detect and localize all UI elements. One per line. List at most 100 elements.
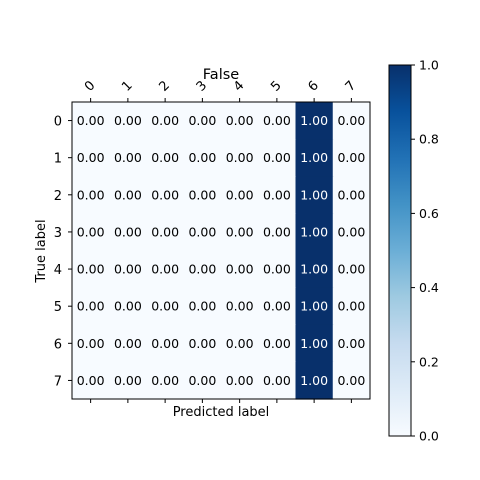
heatmap-cell xyxy=(109,213,148,252)
heatmap-cell xyxy=(183,176,222,214)
cell-value-label: 0.00 xyxy=(77,224,105,239)
heatmap-cell xyxy=(295,250,334,289)
cell-value-label: 0.00 xyxy=(114,224,142,239)
cell-value-label: 0.00 xyxy=(151,187,179,202)
cell-value-label: 0.00 xyxy=(114,187,142,202)
heatmap-cell xyxy=(258,287,297,326)
colorbar-tick-label: 0.8 xyxy=(419,132,439,147)
cell-value-label: 0.00 xyxy=(188,373,216,388)
heatmap-cell xyxy=(295,139,334,177)
y-axis-ticks: 0 1 2 3 4 5 6 7 xyxy=(54,115,72,389)
cell-value-label: 0.00 xyxy=(188,187,216,202)
heatmap-cell xyxy=(183,361,222,400)
cell-value-label: 0.00 xyxy=(226,187,254,202)
cell-value-label: 0.00 xyxy=(188,262,216,277)
heatmap-cell xyxy=(258,250,297,289)
heatmap-cell xyxy=(332,324,371,363)
heatmap-cell xyxy=(146,361,185,400)
x-axis-label: Predicted label xyxy=(173,405,270,420)
cell-value-label: 0.00 xyxy=(77,299,105,314)
heatmap-cell xyxy=(295,324,334,363)
x-tick-label: 4 xyxy=(231,78,247,94)
cell-value-label: 1.00 xyxy=(300,187,328,202)
cell-value-label: 0.00 xyxy=(114,373,142,388)
heatmap-cell xyxy=(221,361,259,400)
colorbar-tick-label: 0.2 xyxy=(419,354,439,369)
heatmap-cell xyxy=(295,287,334,326)
heatmap-cell xyxy=(295,361,334,400)
heatmap-cell xyxy=(332,176,371,214)
cell-value-label: 0.00 xyxy=(114,336,142,351)
heatmap-cell xyxy=(258,102,297,140)
cell-value-label: 0.00 xyxy=(151,373,179,388)
cell-value-label: 0.00 xyxy=(188,299,216,314)
cell-value-label: 0.00 xyxy=(337,373,365,388)
chart-title: False xyxy=(203,67,239,83)
heatmap-cell xyxy=(258,176,297,214)
y-tick-label: 3 xyxy=(54,226,62,241)
cell-value-label: 1.00 xyxy=(300,262,328,277)
cell-value-label: 0.00 xyxy=(77,262,105,277)
heatmap-cell xyxy=(332,250,371,289)
cell-value-label: 0.00 xyxy=(226,299,254,314)
x-tick-label: 2 xyxy=(156,78,172,94)
heatmap-cell xyxy=(72,324,110,363)
heatmap-cell-labels: 0.00 0.00 0.00 0.00 0.00 0.00 1.00 0.00 0.00 0.00… xyxy=(77,113,366,388)
cell-value-label: 0.00 xyxy=(263,187,291,202)
heatmap-cell xyxy=(146,139,185,177)
y-tick-label: 7 xyxy=(54,374,62,389)
heatmap-cell xyxy=(146,213,185,252)
heatmap-cell xyxy=(146,324,185,363)
heatmap-cell xyxy=(258,324,297,363)
cell-value-label: 0.00 xyxy=(151,336,179,351)
cell-value-label: 1.00 xyxy=(300,336,328,351)
heatmap-cell xyxy=(332,287,371,326)
heatmap-cell xyxy=(221,324,259,363)
cell-value-label: 0.00 xyxy=(337,224,365,239)
heatmap-cell xyxy=(146,176,185,214)
heatmap-cell xyxy=(295,213,334,252)
heatmap-cell xyxy=(221,213,259,252)
cell-value-label: 0.00 xyxy=(77,113,105,128)
heatmap-cell xyxy=(72,102,110,140)
cell-value-label: 0.00 xyxy=(151,113,179,128)
heatmap-cell xyxy=(221,176,259,214)
colorbar xyxy=(388,64,412,437)
cell-value-label: 0.00 xyxy=(337,336,365,351)
heatmap-cell xyxy=(183,287,222,326)
cell-value-label: 0.00 xyxy=(337,113,365,128)
y-tick-label: 1 xyxy=(54,152,62,167)
x-tick-label: 6 xyxy=(305,78,321,94)
heatmap-cell xyxy=(109,287,148,326)
heatmap-cell xyxy=(146,287,185,326)
cell-value-label: 0.00 xyxy=(77,150,105,165)
cell-value-label: 1.00 xyxy=(300,150,328,165)
cell-value-label: 0.00 xyxy=(337,187,365,202)
heatmap-cell xyxy=(258,361,297,400)
cell-value-label: 1.00 xyxy=(300,373,328,388)
colorbar-tick-label: 1.0 xyxy=(419,58,439,73)
heatmap-cell xyxy=(109,250,148,289)
heatmap-cell xyxy=(183,250,222,289)
cell-value-label: 0.00 xyxy=(114,262,142,277)
heatmap-cell xyxy=(332,361,371,400)
cell-value-label: 0.00 xyxy=(226,150,254,165)
x-tick-label: 0 xyxy=(82,78,98,94)
cell-value-label: 1.00 xyxy=(300,113,328,128)
heatmap-cell xyxy=(109,361,148,400)
heatmap-cell xyxy=(146,250,185,289)
cell-value-label: 0.00 xyxy=(151,262,179,277)
heatmap-cell xyxy=(183,324,222,363)
x-tick-label: 5 xyxy=(268,78,284,94)
cell-value-label: 0.00 xyxy=(226,373,254,388)
cell-value-label: 0.00 xyxy=(114,150,142,165)
heatmap-cell xyxy=(109,139,148,177)
heatmap-cell xyxy=(258,213,297,252)
colorbar-tick-label: 0.6 xyxy=(419,206,439,221)
heatmap-cell xyxy=(183,102,222,140)
heatmap-cell xyxy=(332,102,371,140)
heatmap-cell xyxy=(72,176,110,214)
y-tick-label: 2 xyxy=(54,189,62,204)
heatmap-cell xyxy=(332,213,371,252)
cell-value-label: 0.00 xyxy=(151,224,179,239)
